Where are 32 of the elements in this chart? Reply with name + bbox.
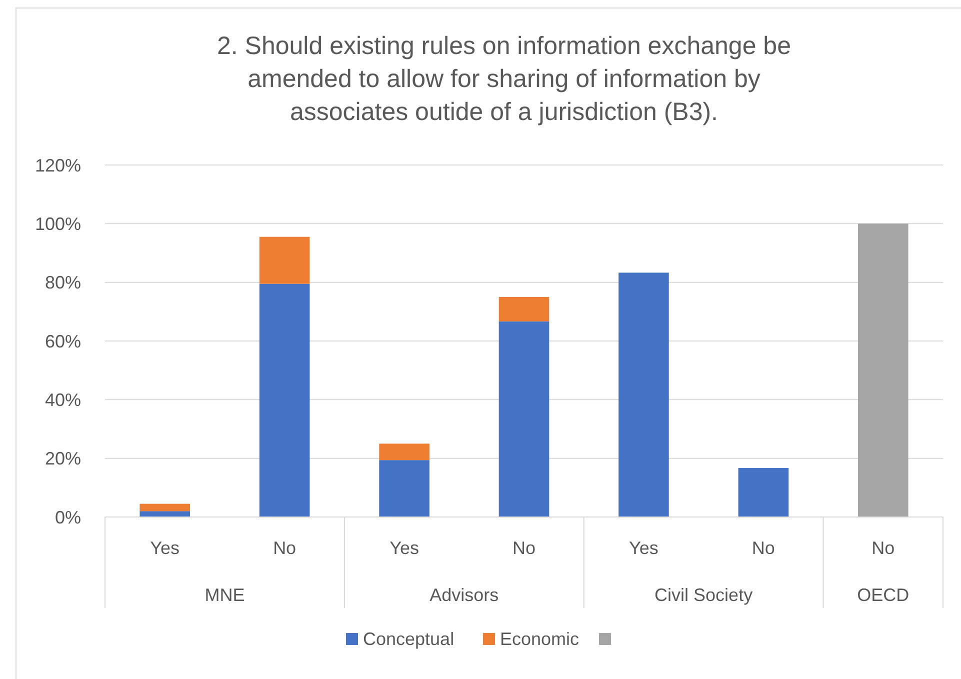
bar [140, 504, 190, 512]
x-tick-label: Yes [629, 538, 658, 558]
legend-label: Economic [500, 629, 580, 649]
y-tick-label: 100% [34, 214, 81, 234]
x-tick-label: No [273, 538, 296, 558]
bar [858, 224, 908, 517]
chart-title: 2. Should existing rules on information exchange be amended to allow for sharing of information by associates outide of a jurisdiction (B3). [217, 32, 791, 126]
y-tick-label: 80% [44, 272, 81, 293]
y-tick-label: 60% [44, 331, 81, 352]
legend-label: Conceptual [363, 629, 454, 649]
bar [259, 236, 310, 284]
text: OECD [857, 585, 910, 605]
x-tick-label: No [752, 538, 775, 558]
bar [738, 468, 789, 517]
y-tick-label: 120% [34, 155, 81, 176]
text: MNE [204, 585, 245, 605]
x-tick-label: No [512, 538, 536, 558]
x-tick-label: No [872, 538, 895, 558]
bar [498, 297, 550, 322]
x-tick-label: Yes [150, 538, 180, 558]
bar [379, 444, 430, 460]
y-tick-label: 20% [44, 448, 81, 469]
bar [618, 272, 669, 517]
y-tick-label: 0% [54, 507, 81, 528]
y-tick-label: 40% [44, 390, 81, 410]
bar [140, 511, 190, 517]
x-tick-label: Yes [390, 538, 419, 558]
text: Civil Society [654, 585, 753, 605]
bar [498, 321, 550, 517]
bar [379, 460, 430, 517]
text: Advisors [430, 585, 499, 605]
bar [259, 284, 310, 517]
